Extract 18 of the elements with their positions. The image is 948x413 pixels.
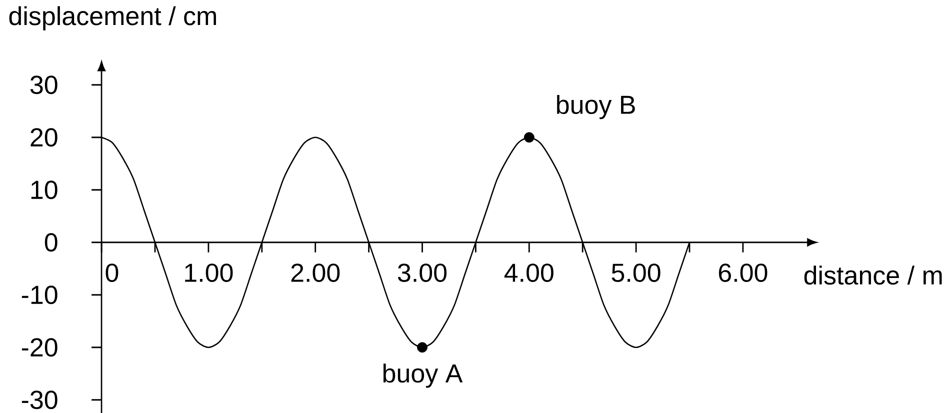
x-tick-label: 6.00 — [718, 264, 768, 282]
y-axis-title: displacement / cm — [9, 6, 216, 30]
x-tick-label: 1.00 — [185, 264, 233, 282]
x-tick-label: 2.00 — [291, 264, 340, 282]
y-tick-label: 30 — [30, 76, 58, 94]
x-tick-label: 4.00 — [504, 264, 554, 282]
x-tick-label: 0 — [106, 264, 118, 282]
series-label: buoy B — [557, 94, 635, 120]
y-tick-label: -30 — [22, 390, 58, 410]
y-tick-label: -20 — [22, 338, 58, 357]
x-tick-label: 3.00 — [398, 264, 447, 282]
series-label: buoy A — [383, 364, 463, 388]
y-tick-label: 10 — [31, 180, 58, 200]
y-tick-label: 20 — [30, 128, 58, 147]
y-tick-label: -10 — [22, 286, 58, 304]
x-tick-label: 5.00 — [612, 264, 660, 282]
y-tick-label: 0 — [44, 233, 58, 252]
x-axis-title: distance / m — [804, 266, 942, 285]
